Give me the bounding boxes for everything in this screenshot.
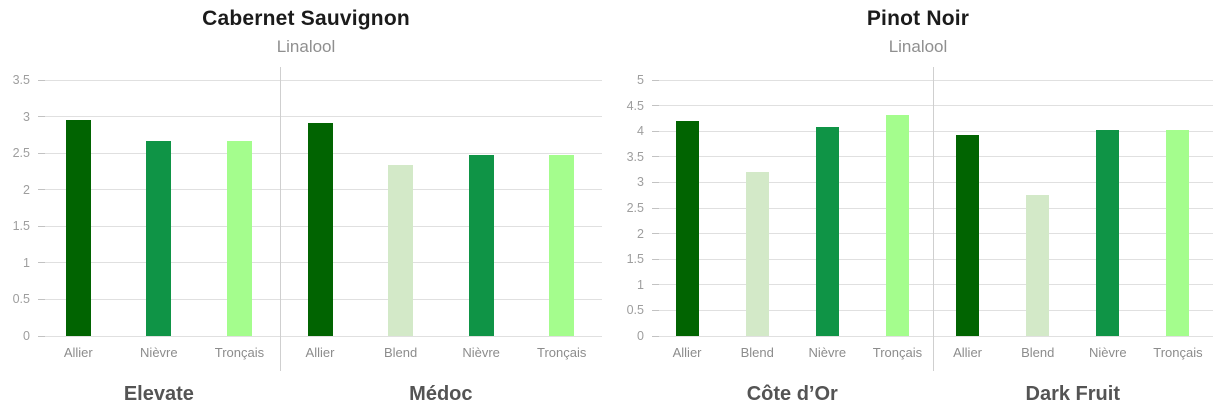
group-divider bbox=[932, 67, 934, 371]
chart-title: Pinot Noir bbox=[866, 7, 970, 30]
y-axis-tick bbox=[652, 207, 659, 209]
y-tick-label: 1.5 bbox=[12, 219, 30, 234]
bar-nievre bbox=[1096, 129, 1120, 336]
y-tick-label: 2.5 bbox=[626, 201, 644, 215]
y-axis-tick bbox=[38, 189, 45, 191]
y-axis-tick bbox=[38, 335, 45, 337]
group-label: Dark Fruit bbox=[1025, 383, 1120, 405]
x-tick-label: Nièvre bbox=[808, 345, 847, 360]
x-tick-label: Tronçais bbox=[1153, 345, 1203, 360]
y-tick-label: 1 bbox=[23, 255, 30, 270]
bar-allier bbox=[307, 123, 333, 336]
chart-subtitle: Linalool bbox=[276, 37, 336, 56]
x-tick-label: Blend bbox=[1021, 345, 1055, 360]
y-tick-label: 0.5 bbox=[12, 292, 30, 307]
x-tick-label: Tronçais bbox=[537, 345, 587, 360]
x-tick-label: Tronçais bbox=[214, 345, 265, 360]
y-axis-tick bbox=[652, 156, 659, 158]
bar-troncais bbox=[885, 114, 909, 336]
y-axis-tick bbox=[652, 79, 659, 81]
bar-allier bbox=[65, 120, 91, 336]
y-tick-label: 1 bbox=[637, 277, 644, 292]
y-axis-tick bbox=[38, 262, 45, 264]
gridline bbox=[38, 79, 602, 81]
bar-allier bbox=[956, 134, 980, 336]
x-tick-label: Nièvre bbox=[462, 345, 500, 360]
y-tick-label: 4.5 bbox=[626, 98, 644, 113]
chart-pinot-noir: Pinot Noir Linalool 0 0.5 1 1.5 2 2.5 3 3.5 4 4.5… bbox=[612, 0, 1224, 415]
y-tick-label: 0 bbox=[23, 329, 30, 343]
x-tick-label: Blend bbox=[383, 345, 418, 360]
y-tick-label: 3.5 bbox=[626, 149, 644, 164]
y-tick-label: 1.5 bbox=[626, 252, 644, 267]
y-tick-label: 2 bbox=[23, 182, 30, 197]
bar-blend bbox=[745, 172, 769, 336]
bar-troncais bbox=[226, 141, 252, 336]
x-tick-label: Tronçais bbox=[872, 345, 923, 360]
y-tick-label: 3 bbox=[23, 109, 30, 124]
bar-nievre bbox=[815, 127, 839, 336]
y-tick-label: 5 bbox=[637, 73, 644, 87]
bar-troncais bbox=[1166, 129, 1190, 336]
y-axis-tick bbox=[38, 79, 45, 81]
y-axis-tick bbox=[652, 181, 659, 183]
gridline bbox=[38, 116, 602, 118]
bar-troncais bbox=[549, 155, 575, 336]
chart-title: Cabernet Sauvignon bbox=[202, 7, 410, 30]
y-tick-label: 4 bbox=[637, 124, 644, 139]
group-label: Elevate bbox=[123, 383, 194, 405]
y-axis-tick bbox=[652, 258, 659, 260]
y-axis-tick bbox=[652, 309, 659, 311]
y-axis-tick bbox=[652, 130, 659, 132]
x-tick-label: Allier bbox=[63, 345, 93, 360]
x-tick-label: Blend bbox=[740, 345, 774, 360]
bar-nievre bbox=[146, 141, 172, 336]
y-axis-tick bbox=[38, 225, 45, 227]
y-tick-label: 3.5 bbox=[12, 73, 30, 87]
plot-area: 0 0.5 1 1.5 2 2.5 3 3.5 4 4.5 5 Allier Blend Nièvre Tr… bbox=[612, 0, 1224, 415]
x-tick-label: Nièvre bbox=[140, 345, 178, 360]
x-tick-label: Allier bbox=[672, 345, 702, 360]
gridline bbox=[38, 335, 602, 337]
chart-subtitle: Linalool bbox=[888, 37, 948, 56]
plot-area: 0 0.5 1 1.5 2 2.5 3 3.5 Allier Nièvre Tronçais Elev… bbox=[12, 67, 602, 405]
group-label: Médoc bbox=[409, 383, 473, 405]
y-axis-tick bbox=[652, 105, 659, 107]
x-tick-label: Allier bbox=[953, 345, 983, 360]
bar-blend bbox=[388, 164, 414, 336]
y-tick-label: 0 bbox=[637, 329, 644, 343]
y-axis-tick bbox=[38, 298, 45, 300]
y-axis-tick bbox=[38, 152, 45, 154]
y-tick-label: 2 bbox=[637, 226, 644, 241]
group-label: Côte d’Or bbox=[746, 383, 838, 405]
x-tick-label: Allier bbox=[305, 345, 335, 360]
y-axis-tick bbox=[38, 116, 45, 118]
y-tick-label: 2.5 bbox=[12, 146, 30, 161]
chart-cabernet-sauvignon: Cabernet Sauvignon Linalool 0 0.5 1 1.5 2 2.5… bbox=[12, 7, 602, 405]
y-axis-tick bbox=[652, 233, 659, 235]
x-tick-label: Nièvre bbox=[1089, 345, 1127, 360]
y-axis-tick bbox=[652, 335, 659, 337]
group-divider bbox=[279, 67, 281, 371]
bar-allier bbox=[675, 120, 699, 336]
y-axis-tick bbox=[652, 284, 659, 286]
bar-nievre bbox=[468, 155, 494, 336]
bar-blend bbox=[1026, 195, 1050, 336]
y-tick-label: 3 bbox=[637, 175, 644, 190]
y-tick-label: 0.5 bbox=[626, 303, 644, 318]
